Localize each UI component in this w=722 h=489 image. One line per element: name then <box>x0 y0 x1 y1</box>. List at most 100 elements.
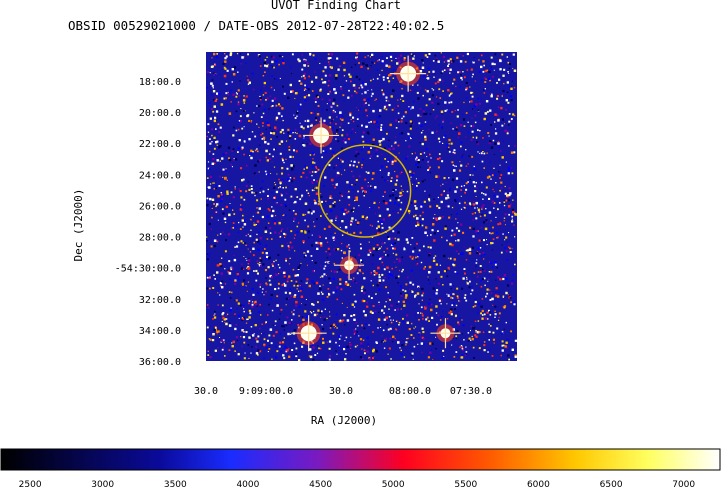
noise-pixel <box>350 66 353 68</box>
noise-pixel <box>308 195 310 197</box>
noise-pixel <box>237 147 240 150</box>
noise-pixel <box>234 225 237 228</box>
noise-pixel <box>427 164 430 166</box>
noise-pixel <box>436 158 439 160</box>
noise-pixel <box>405 344 407 346</box>
noise-pixel <box>438 141 441 143</box>
noise-pixel <box>291 352 293 353</box>
noise-pixel <box>220 323 222 325</box>
noise-pixel <box>250 326 253 328</box>
noise-pixel <box>254 149 257 152</box>
noise-pixel <box>377 257 380 260</box>
noise-pixel <box>480 239 482 242</box>
noise-pixel <box>209 175 212 179</box>
noise-pixel <box>359 356 363 359</box>
noise-pixel <box>241 282 244 285</box>
noise-pixel <box>257 354 259 356</box>
noise-pixel <box>467 339 470 342</box>
noise-pixel <box>209 138 211 140</box>
noise-pixel <box>483 193 485 195</box>
noise-pixel <box>250 229 252 231</box>
x-axis-label: RA (J2000) <box>311 414 377 427</box>
noise-pixel <box>381 246 382 248</box>
noise-pixel <box>234 313 236 315</box>
noise-pixel <box>209 105 211 107</box>
noise-pixel <box>242 283 244 286</box>
noise-pixel <box>207 123 210 126</box>
noise-pixel <box>344 208 347 211</box>
noise-pixel <box>497 119 500 122</box>
noise-pixel <box>250 185 253 187</box>
noise-pixel <box>458 300 460 302</box>
noise-pixel <box>256 105 258 107</box>
noise-pixel <box>243 110 245 112</box>
noise-pixel <box>212 182 214 184</box>
noise-pixel <box>423 343 425 346</box>
noise-pixel <box>220 341 222 343</box>
noise-pixel <box>374 99 376 101</box>
noise-pixel <box>213 334 215 336</box>
noise-pixel <box>259 191 261 194</box>
noise-pixel <box>245 322 248 324</box>
noise-pixel <box>247 267 251 270</box>
noise-pixel <box>310 124 313 127</box>
noise-pixel <box>331 88 334 91</box>
noise-pixel <box>291 168 294 171</box>
noise-pixel <box>283 214 285 216</box>
noise-pixel <box>375 98 377 100</box>
noise-pixel <box>465 188 468 191</box>
noise-pixel <box>346 276 349 279</box>
noise-pixel <box>418 122 421 125</box>
noise-pixel <box>243 308 245 310</box>
noise-pixel <box>375 293 377 295</box>
noise-pixel <box>385 301 387 303</box>
noise-pixel <box>296 231 299 234</box>
noise-pixel <box>397 340 399 342</box>
noise-pixel <box>243 153 245 156</box>
colorbar-tick-label: 5500 <box>454 480 477 489</box>
colorbar-tick-label: 7000 <box>672 480 695 489</box>
noise-pixel <box>362 358 364 360</box>
noise-pixel <box>435 348 437 350</box>
noise-pixel <box>266 121 269 124</box>
noise-pixel <box>408 137 410 140</box>
noise-pixel <box>399 292 402 295</box>
noise-pixel <box>403 304 406 307</box>
noise-pixel <box>375 341 378 344</box>
noise-pixel <box>335 325 337 327</box>
noise-pixel <box>346 283 350 286</box>
noise-pixel <box>207 186 210 188</box>
noise-pixel <box>354 199 356 202</box>
noise-pixel <box>437 137 440 140</box>
noise-pixel <box>483 253 486 256</box>
noise-pixel <box>420 312 422 314</box>
noise-pixel <box>276 136 278 138</box>
noise-pixel <box>435 219 438 221</box>
noise-pixel <box>395 276 398 279</box>
noise-pixel <box>311 180 313 183</box>
noise-pixel <box>242 125 244 127</box>
noise-pixel <box>260 198 262 200</box>
noise-pixel <box>417 254 420 257</box>
noise-pixel <box>453 233 456 236</box>
noise-pixel <box>378 59 380 61</box>
colorbar-tick-label: 2500 <box>19 480 42 489</box>
noise-pixel <box>486 288 489 291</box>
noise-pixel <box>355 106 358 109</box>
noise-pixel <box>223 169 226 171</box>
noise-pixel <box>333 88 336 91</box>
noise-pixel <box>267 208 270 210</box>
noise-pixel <box>248 259 251 262</box>
noise-pixel <box>281 128 284 132</box>
noise-pixel <box>476 275 479 278</box>
noise-pixel <box>361 164 363 166</box>
noise-pixel <box>271 105 274 107</box>
noise-pixel <box>269 157 272 160</box>
noise-pixel <box>501 340 504 343</box>
noise-pixel <box>293 237 296 239</box>
noise-pixel <box>279 77 281 79</box>
noise-pixel <box>490 56 493 59</box>
noise-pixel <box>368 119 371 122</box>
noise-pixel <box>308 208 311 212</box>
noise-pixel <box>312 161 315 164</box>
